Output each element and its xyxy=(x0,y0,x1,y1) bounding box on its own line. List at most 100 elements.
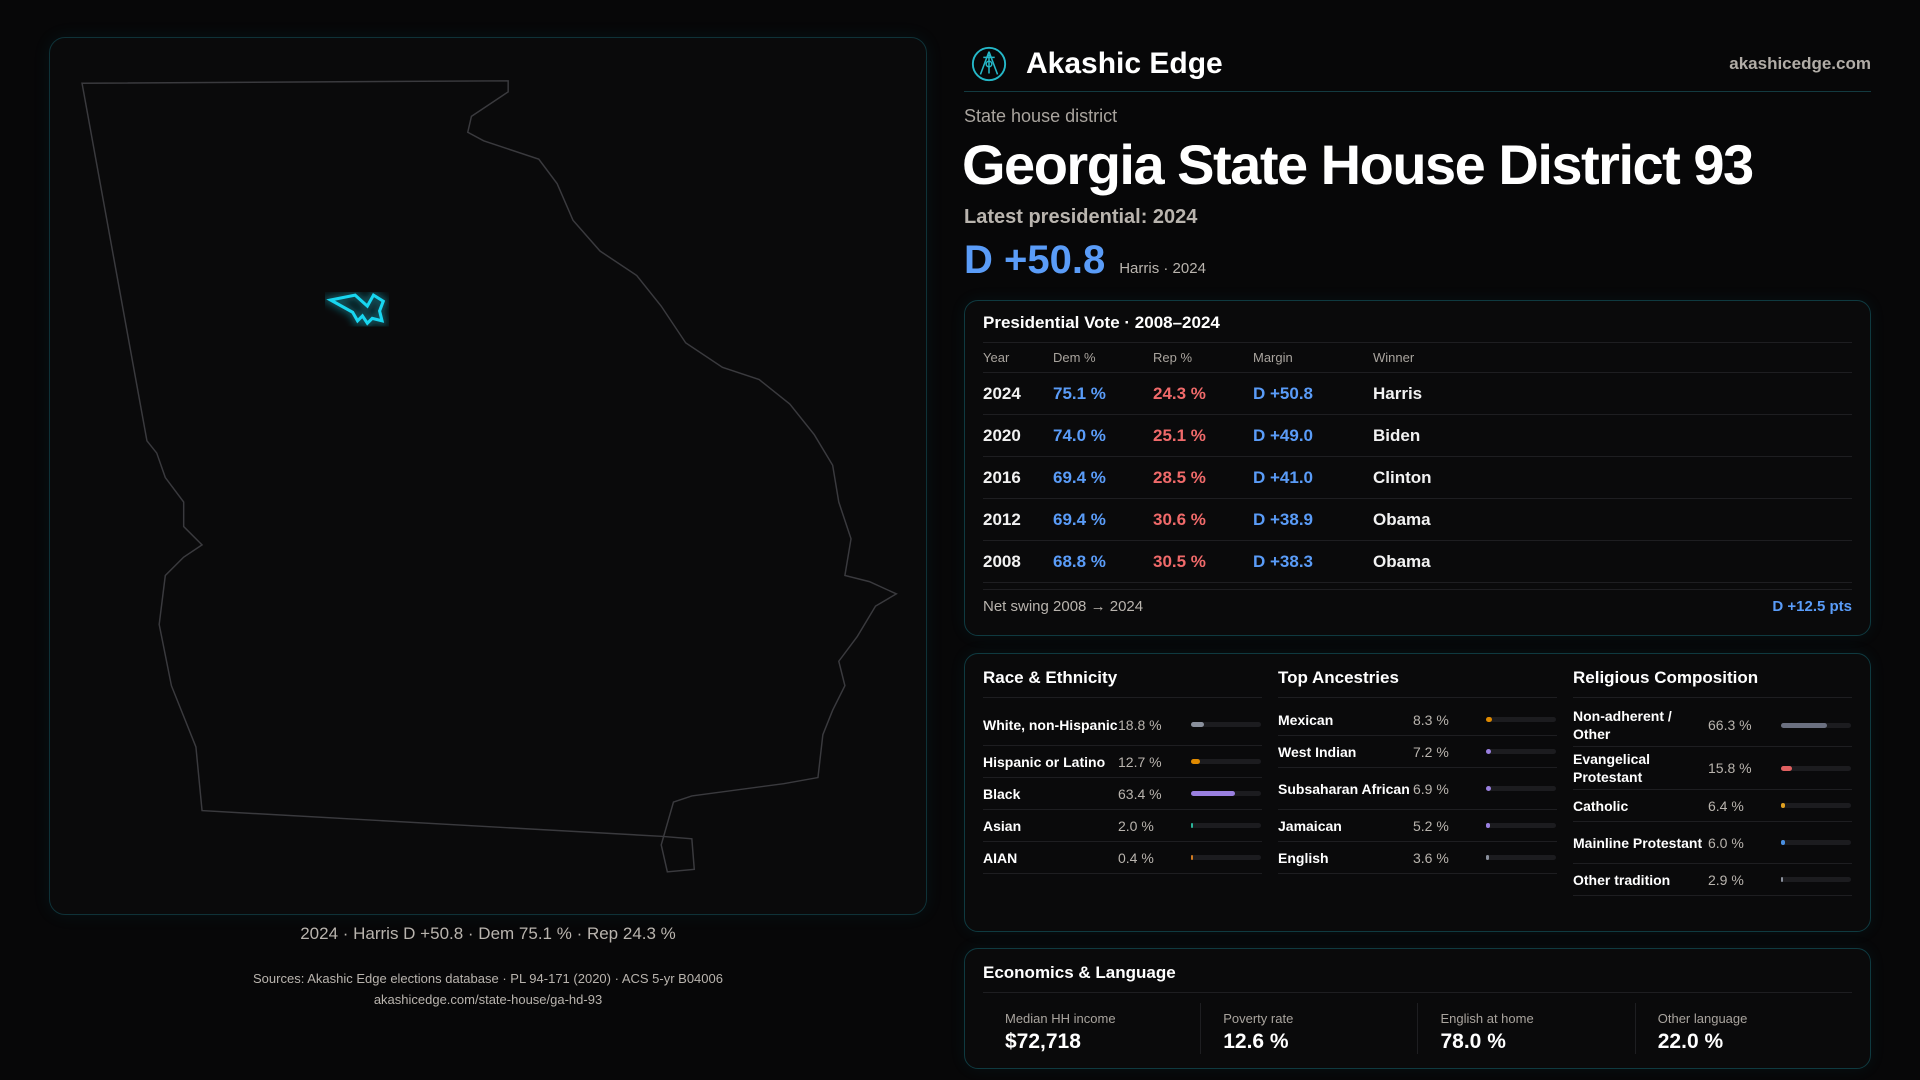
table-row: 2012 69.4 % 30.6 % D +38.9 Obama xyxy=(983,499,1852,541)
site-link[interactable]: akashicedge.com xyxy=(1729,53,1871,73)
share-bar-fill xyxy=(1486,855,1489,860)
col-rep: Rep % xyxy=(1153,350,1193,365)
demographic-row: Evangelical Protestant 15.8 % xyxy=(1573,747,1852,790)
stat-label: Poverty rate xyxy=(1223,1011,1294,1026)
cell-dem: 74.0 % xyxy=(1053,425,1106,445)
col-margin: Margin xyxy=(1253,350,1293,365)
cell-winner: Clinton xyxy=(1373,467,1432,487)
stat-value: $72,718 xyxy=(1005,1030,1081,1053)
headline-margin: D +50.8 Harris · 2024 xyxy=(964,238,1206,283)
share-bar xyxy=(1781,803,1851,808)
stat-value: 78.0 % xyxy=(1440,1030,1506,1053)
swing-value: D +12.5 pts xyxy=(1772,598,1852,615)
cell-rep: 30.6 % xyxy=(1153,509,1206,529)
share-bar xyxy=(1486,786,1556,791)
table-row: 2008 68.8 % 30.5 % D +38.3 Obama xyxy=(983,541,1852,583)
share-bar-fill xyxy=(1191,791,1236,796)
row-percent: 12.7 % xyxy=(1118,753,1162,770)
demographic-group: Race & Ethnicity White, non-Hispanic 18.8 … xyxy=(983,668,1262,917)
margin-value: D +50.8 xyxy=(964,238,1106,282)
row-percent: 7.2 % xyxy=(1413,743,1449,760)
cell-margin: D +50.8 xyxy=(1253,383,1314,403)
share-bar xyxy=(1781,840,1851,845)
cell-winner: Biden xyxy=(1373,425,1421,445)
card-title: Presidential Vote · 2008–2024 xyxy=(983,313,1852,343)
cell-winner: Harris xyxy=(1373,383,1423,403)
table-header: Year Dem % Rep % Margin Winner xyxy=(983,343,1852,373)
sources-text: Sources: Akashic Edge elections database… xyxy=(253,971,723,986)
demographic-row: Subsaharan African 6.9 % xyxy=(1278,768,1557,810)
map-panel[interactable] xyxy=(49,37,927,915)
stat-label: English at home xyxy=(1440,1011,1534,1026)
demographic-row: Black 63.4 % xyxy=(983,778,1262,810)
share-bar-fill xyxy=(1781,840,1786,845)
row-percent: 8.3 % xyxy=(1413,711,1449,728)
compass-key-emblem-icon[interactable] xyxy=(970,45,1008,83)
row-label: Hispanic or Latino xyxy=(983,753,1106,770)
row-label: Non-adherent / Other xyxy=(1573,708,1672,742)
demographic-group: Religious Composition Non-adherent / Othe… xyxy=(1573,668,1852,917)
cell-rep: 25.1 % xyxy=(1153,425,1206,445)
stat-label: Other language xyxy=(1657,1011,1748,1026)
stat-cell: Other language 22.0 % xyxy=(1634,1003,1852,1054)
swing-label: Net swing 2008 → 2024 xyxy=(983,598,1144,615)
share-bar-fill xyxy=(1191,823,1193,828)
row-percent: 3.6 % xyxy=(1413,849,1449,866)
cell-margin: D +49.0 xyxy=(1253,425,1314,445)
demographic-row: Mainline Protestant 6.0 % xyxy=(1573,822,1852,864)
stat-label: Median HH income xyxy=(1005,1011,1116,1026)
share-bar xyxy=(1781,765,1851,771)
cell-dem: 75.1 % xyxy=(1053,383,1106,403)
table-row: 2024 75.1 % 24.3 % D +50.8 Harris xyxy=(983,373,1852,415)
row-label: Jamaican xyxy=(1278,817,1342,834)
cell-winner: Obama xyxy=(1373,509,1431,529)
share-bar xyxy=(1191,759,1261,764)
share-bar-fill xyxy=(1781,877,1784,882)
row-percent: 66.3 % xyxy=(1708,717,1752,733)
economics-card: Economics & Language Median HH income $72… xyxy=(964,948,1871,1069)
table-row: 2016 69.4 % 28.5 % D +41.0 Clinton xyxy=(983,457,1852,499)
row-percent: 6.4 % xyxy=(1708,797,1744,814)
share-bar-fill xyxy=(1486,823,1490,828)
share-bar xyxy=(1486,855,1556,860)
share-bar-fill xyxy=(1486,717,1492,722)
share-bar-fill xyxy=(1781,722,1828,728)
presidential-vote-card: Presidential Vote · 2008–2024 Year Dem %… xyxy=(964,300,1871,636)
col-winner: Winner xyxy=(1373,350,1415,365)
share-bar xyxy=(1191,791,1261,796)
cell-dem: 68.8 % xyxy=(1053,551,1106,571)
demographic-row: Non-adherent / Other 66.3 % xyxy=(1573,704,1852,747)
share-bar xyxy=(1486,717,1556,722)
row-percent: 0.4 % xyxy=(1118,849,1154,866)
demographic-row: White, non-Hispanic 18.8 % xyxy=(983,704,1262,746)
group-title: Religious Composition xyxy=(1573,668,1852,698)
demographic-row: Jamaican 5.2 % xyxy=(1278,810,1557,842)
share-bar xyxy=(1486,823,1556,828)
row-label: Mainline Protestant xyxy=(1573,834,1703,851)
stat-cell: English at home 78.0 % xyxy=(1417,1003,1634,1054)
demographic-row: Catholic 6.4 % xyxy=(1573,790,1852,822)
card-title: Economics & Language xyxy=(983,963,1852,993)
share-bar xyxy=(1486,749,1556,754)
row-percent: 6.9 % xyxy=(1413,780,1449,797)
cell-margin: D +41.0 xyxy=(1253,467,1314,487)
demographic-row: Asian 2.0 % xyxy=(983,810,1262,842)
row-label: Black xyxy=(983,785,1021,802)
share-bar xyxy=(1191,722,1261,727)
page-url[interactable]: akashicedge.com/state-house/ga-hd-93 xyxy=(373,992,603,1007)
row-percent: 2.9 % xyxy=(1708,871,1744,888)
cell-rep: 24.3 % xyxy=(1153,383,1206,403)
col-dem: Dem % xyxy=(1053,350,1096,365)
latest-presidential: Latest presidential: 2024 xyxy=(964,206,1198,228)
cell-margin: D +38.3 xyxy=(1253,551,1314,571)
col-year: Year xyxy=(983,350,1010,365)
row-label: Evangelical Protestant xyxy=(1573,751,1651,785)
map-caption: 2024 · Harris D +50.8 · Dem 75.1 % · Rep… xyxy=(300,924,676,943)
row-label: Mexican xyxy=(1278,711,1334,728)
row-percent: 63.4 % xyxy=(1118,785,1162,802)
row-label: Asian xyxy=(983,817,1022,834)
demographic-row: English 3.6 % xyxy=(1278,842,1557,874)
row-percent: 18.8 % xyxy=(1118,716,1162,733)
share-bar-fill xyxy=(1781,765,1793,771)
demographic-group: Top Ancestries Mexican 8.3 % West Indian 7.2… xyxy=(1278,668,1557,917)
